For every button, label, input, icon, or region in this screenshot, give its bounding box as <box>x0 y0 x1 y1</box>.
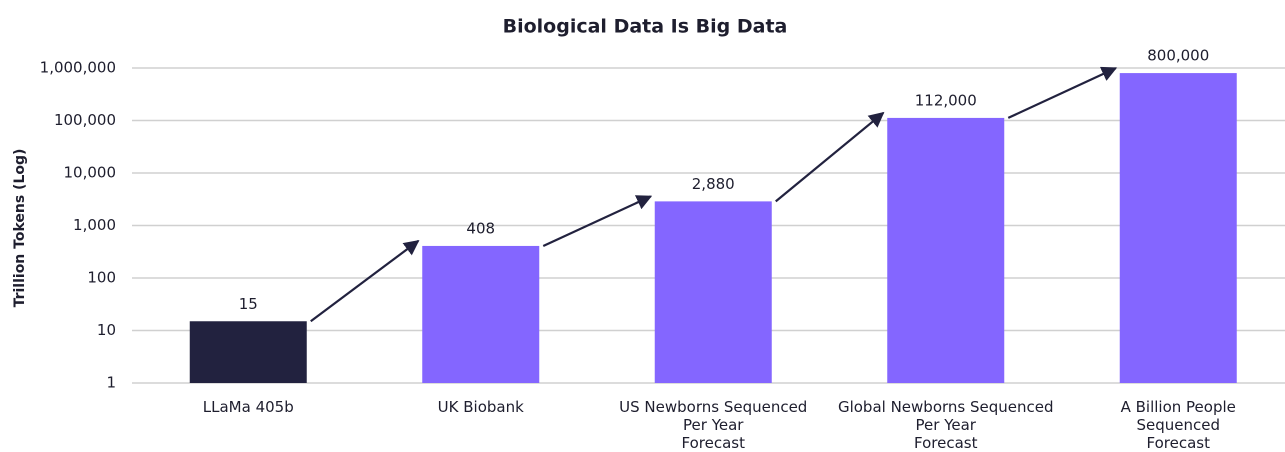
bar <box>422 245 540 383</box>
arrow <box>310 240 420 323</box>
bar <box>887 117 1005 384</box>
value-label: 2,880 <box>692 175 735 193</box>
x-tick-label: LLaMa 405b <box>202 398 294 416</box>
y-tick-label: 100,000 <box>54 111 116 129</box>
bar <box>189 321 307 383</box>
x-tick-label: Global Newborns Sequenced Per Year Forec… <box>837 398 1054 452</box>
x-tick-label: A Billion People Sequenced Forecast <box>1120 398 1236 452</box>
x-tick-label: UK Biobank <box>437 398 524 416</box>
x-tick-label: US Newborns Sequenced Per Year Forecast <box>619 398 808 452</box>
y-tick-label: 1,000 <box>73 216 116 234</box>
bar <box>654 201 772 383</box>
y-tick-label: 1 <box>106 374 116 392</box>
y-axis-title: Trillion Tokens (Log) <box>12 149 28 308</box>
arrow <box>1007 66 1118 119</box>
arrow <box>775 111 885 203</box>
y-tick-label: 10 <box>97 321 116 339</box>
value-label: 112,000 <box>915 91 977 109</box>
arrow <box>542 195 653 247</box>
value-label: 408 <box>466 219 495 237</box>
y-tick-label: 10,000 <box>64 164 117 182</box>
value-label: 15 <box>239 295 258 313</box>
y-tick-label: 100 <box>87 269 116 287</box>
y-tick-label: 1,000,000 <box>40 59 116 77</box>
value-label: 800,000 <box>1147 47 1209 65</box>
chart-title: Biological Data Is Big Data <box>503 16 788 38</box>
bar <box>1119 73 1237 384</box>
